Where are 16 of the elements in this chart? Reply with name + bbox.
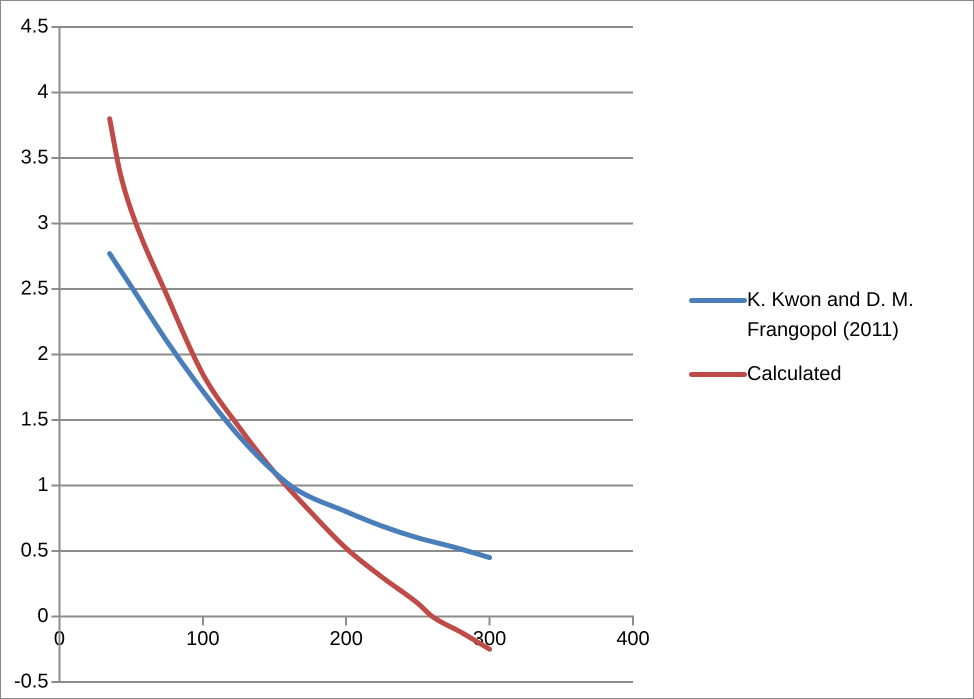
x-tick-label: 200 [330,628,363,650]
y-tick-label: 3.5 [20,146,48,169]
y-tick-label: 2 [37,343,48,366]
y-tick-label: 0 [37,605,48,628]
y-tick-label: 4.5 [20,16,48,38]
y-tick-label: -0.5 [14,670,48,693]
y-tick-label: 3 [37,212,48,234]
y-tick-label: 0.5 [20,540,48,562]
y-tick-label: 4 [37,81,48,104]
x-tick-label: 400 [616,628,650,650]
y-tick-label: 2.5 [20,278,48,300]
y-tick-label: 1.5 [20,408,48,431]
y-tick-label: 1 [37,474,48,496]
x-tick-label: 100 [186,628,220,650]
legend-label: K. Kwon and D. M. Frangopol (2011) [747,288,915,343]
legend-label: Calculated [747,362,842,387]
